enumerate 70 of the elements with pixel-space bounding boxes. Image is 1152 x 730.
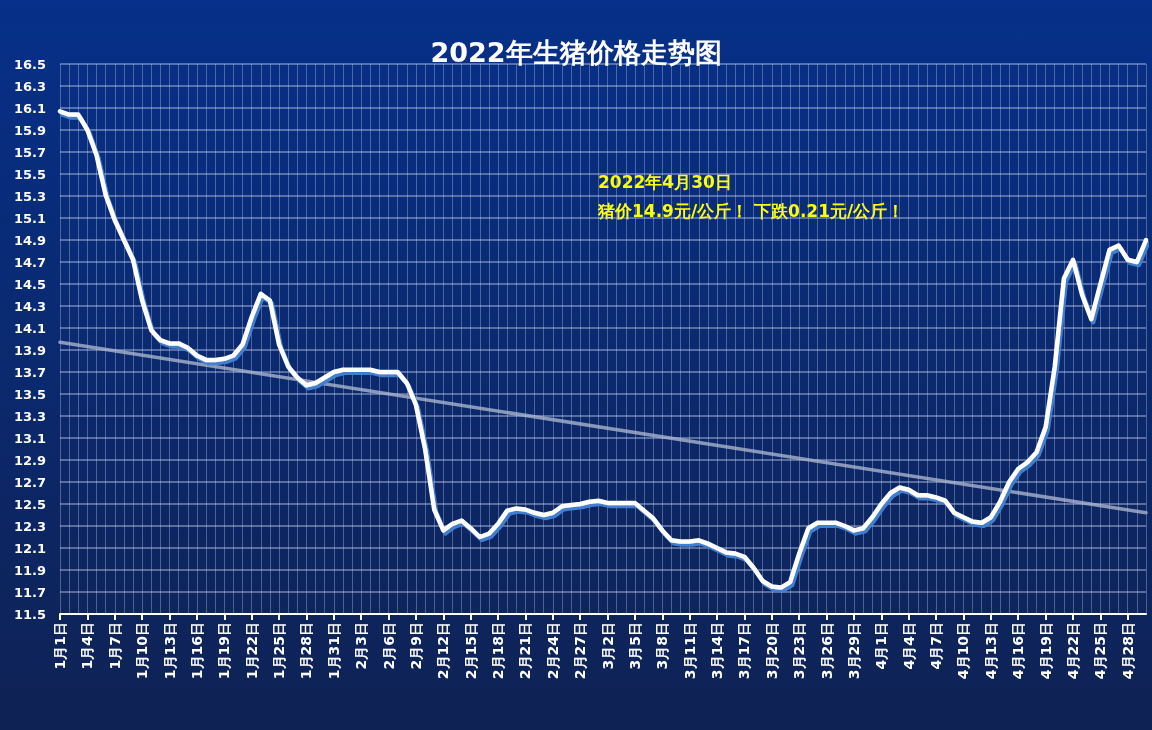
x-tick-label: 4月16日: [1010, 622, 1027, 680]
x-tick-label: 3月26日: [818, 622, 835, 680]
x-tick-label: 3月8日: [654, 622, 671, 670]
line-series: [57, 109, 1149, 590]
x-tick-label: 1月4日: [79, 622, 96, 670]
x-tick-label: 2月6日: [380, 622, 397, 670]
x-tick-label: 1月7日: [106, 622, 123, 670]
x-tick-label: 2月27日: [572, 622, 589, 680]
x-tick-label: 2月18日: [490, 622, 507, 680]
x-tick-label: 2月3日: [353, 622, 370, 670]
y-tick-label: 16.1: [13, 100, 46, 116]
y-tick-label: 14.9: [13, 232, 46, 248]
y-tick-label: 15.7: [13, 144, 46, 160]
y-tick-label: 11.5: [13, 606, 46, 622]
x-tick-label: 4月10日: [955, 622, 972, 680]
x-tick-label: 3月5日: [626, 622, 643, 670]
x-tick-label: 3月20日: [763, 622, 780, 680]
x-tick-label: 4月19日: [1037, 622, 1054, 680]
chart-title: 2022年生猪价格走势图: [430, 37, 722, 68]
x-tick-label: 1月22日: [243, 622, 260, 680]
x-tick-label: 3月11日: [681, 622, 698, 680]
x-tick-label: 1月31日: [325, 622, 342, 680]
x-tick-label: 4月28日: [1119, 622, 1136, 680]
x-tick-label: 1月25日: [271, 622, 288, 680]
y-tick-label: 12.1: [13, 540, 46, 556]
annotation: 2022年4月30日: [598, 171, 732, 192]
x-tick-label: 2月9日: [407, 622, 424, 670]
y-tick-label: 14.1: [13, 320, 46, 336]
y-tick-label: 12.9: [13, 452, 46, 468]
annotation: 猪价14.9元/公斤！ 下跌0.21元/公斤！: [597, 200, 905, 221]
y-tick-label: 11.9: [13, 562, 46, 578]
y-tick-label: 16.5: [13, 56, 46, 72]
x-tick-label: 3月2日: [599, 622, 616, 670]
x-tick-label: 2月15日: [462, 622, 479, 680]
x-tick-label: 1月16日: [188, 622, 205, 680]
x-tick-label: 1月10日: [134, 622, 151, 680]
x-tick-label: 3月29日: [845, 622, 862, 680]
x-tick-label: 3月14日: [709, 622, 726, 680]
y-tick-label: 14.3: [13, 298, 46, 314]
y-tick-label: 15.3: [13, 188, 46, 204]
x-tick-label: 4月4日: [900, 622, 917, 670]
x-tick-label: 1月19日: [216, 622, 233, 680]
y-tick-label: 12.5: [13, 496, 46, 512]
y-tick-label: 11.7: [13, 584, 46, 600]
x-tick-label: 4月25日: [1092, 622, 1109, 680]
x-tick-label: 4月13日: [982, 622, 999, 680]
y-tick-label: 13.9: [13, 342, 46, 358]
x-tick-label: 2月24日: [544, 622, 561, 680]
y-tick-label: 13.1: [13, 430, 46, 446]
y-tick-label: 13.7: [13, 364, 46, 380]
y-tick-label: 12.7: [13, 474, 46, 490]
y-tick-label: 15.9: [13, 122, 46, 138]
y-tick-label: 13.3: [13, 408, 46, 424]
y-tick-label: 14.7: [13, 254, 46, 270]
x-tick-label: 3月17日: [736, 622, 753, 680]
x-tick-label: 2月21日: [517, 622, 534, 680]
y-tick-label: 12.3: [13, 518, 46, 534]
x-tick-label: 2月12日: [435, 622, 452, 680]
x-tick-label: 1月13日: [161, 622, 178, 680]
x-tick-label: 3月23日: [791, 622, 808, 680]
x-tick-label: 4月1日: [873, 622, 890, 670]
x-tick-label: 4月7日: [928, 622, 945, 670]
y-tick-label: 13.5: [13, 386, 46, 402]
y-tick-label: 14.5: [13, 276, 46, 292]
y-tick-label: 15.1: [13, 210, 46, 226]
y-tick-label: 16.3: [13, 78, 46, 94]
x-tick-label: 4月22日: [1064, 622, 1081, 680]
y-tick-label: 15.5: [13, 166, 46, 182]
x-tick-label: 1月28日: [298, 622, 315, 680]
x-tick-label: 1月1日: [52, 622, 68, 670]
